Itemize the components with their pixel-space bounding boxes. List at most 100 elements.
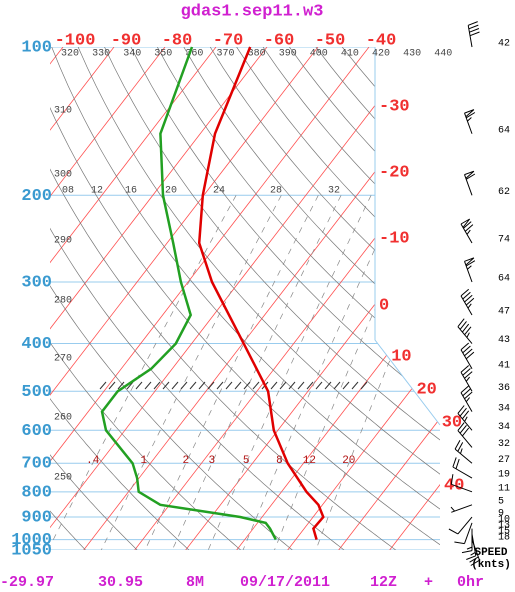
wind-speed-label: 11	[498, 483, 510, 494]
upper-label: 08	[62, 186, 74, 197]
mixing-ratio-line	[274, 195, 427, 550]
wind-barb	[452, 457, 473, 479]
pressure-label: 400	[21, 335, 52, 354]
temperature-label: -80	[162, 31, 193, 50]
footer-text: 8M	[186, 574, 204, 591]
wind-barb	[467, 21, 480, 48]
dry-adiabat	[156, 47, 440, 550]
upper-label: 20	[165, 186, 177, 197]
chart-title: gdas1.sep11.w3	[181, 2, 324, 21]
isotherm	[50, 47, 370, 550]
hatch	[135, 381, 143, 390]
temperature-label: -70	[213, 31, 244, 50]
hatch	[207, 381, 215, 390]
hatch	[333, 381, 341, 390]
theta-label: 420	[372, 49, 390, 60]
dry-adiabat	[50, 47, 293, 550]
footer-text: 0hr	[457, 574, 484, 591]
pressure-label: 200	[21, 187, 52, 206]
wind-barb	[457, 405, 473, 431]
wind-speed-label: 64	[498, 274, 510, 285]
theta-label: 330	[92, 49, 110, 60]
hatch	[270, 381, 278, 390]
pressure-label: 800	[21, 483, 52, 502]
isotherm	[299, 47, 440, 550]
mixing-ratio-line	[50, 195, 237, 550]
pressure-label: 1000	[11, 531, 52, 550]
hatch	[306, 381, 314, 390]
wind-barb	[464, 257, 476, 283]
hatch	[180, 381, 188, 390]
dry-adiabat	[341, 47, 440, 550]
pressure-label: 900	[21, 509, 52, 528]
wind-barb	[460, 385, 473, 412]
wind-barb	[454, 522, 473, 545]
hatch	[252, 381, 260, 390]
wind-unit: (knts)	[471, 559, 511, 571]
mixing-ratio-line	[242, 195, 401, 550]
pressure-label: 100	[21, 38, 52, 57]
isotherm	[50, 47, 217, 550]
dry-adiabat	[50, 47, 241, 550]
hatch	[360, 381, 368, 390]
mixing-ratio-label: 2	[183, 455, 190, 467]
wind-speed-label: 34	[498, 422, 510, 433]
mixing-ratio-line	[315, 195, 440, 550]
wind-barb	[457, 318, 473, 344]
wind-barb	[464, 170, 476, 196]
hatch	[279, 381, 287, 390]
hatch	[342, 381, 350, 390]
mixing-ratio-label: 1	[141, 455, 148, 467]
wind-speed-label: 19	[498, 470, 510, 481]
wind-speed-label: 34	[498, 403, 510, 414]
pressure-label: 500	[21, 383, 52, 402]
temperature-label: -90	[111, 31, 142, 50]
wind-speed-label: 18	[498, 533, 510, 544]
plot-area	[50, 47, 440, 550]
theta-label: 310	[54, 106, 72, 117]
hatch	[108, 381, 116, 390]
temperature-label: 0	[379, 296, 389, 315]
overlay: 10020030040050060070080090010001050-100-…	[0, 21, 511, 591]
wind-speed-label: 5	[498, 496, 504, 507]
hatch	[297, 381, 305, 390]
hatch	[243, 381, 251, 390]
wind-speed-label: 13	[498, 521, 510, 532]
hatch	[315, 381, 323, 390]
wind-barb	[464, 109, 476, 134]
upper-label: 28	[270, 186, 282, 197]
plot-boundary	[374, 47, 441, 426]
mixing-ratio-line	[144, 195, 319, 550]
wind-barb	[460, 342, 475, 369]
dry-adiabat	[183, 47, 440, 550]
upper-label: 32	[328, 186, 340, 197]
profile-line	[197, 46, 325, 540]
hatch	[162, 381, 170, 390]
dry-adiabat	[50, 47, 190, 550]
wind-speed-label: 43	[498, 335, 510, 346]
theta-label: 260	[54, 413, 72, 424]
isotherm	[146, 47, 440, 550]
isotherm	[350, 47, 440, 550]
dry-adiabat	[51, 47, 440, 550]
theta-label: 340	[123, 49, 141, 60]
hatch	[288, 381, 296, 390]
temperature-label: -10	[379, 229, 410, 248]
upper-label: 24	[213, 186, 225, 197]
temperature-label: -50	[315, 31, 346, 50]
dry-adiabat	[50, 47, 397, 550]
upper-label: 12	[91, 186, 103, 197]
wind-speed-label: 62	[498, 187, 510, 198]
hatch	[153, 381, 161, 390]
temperature-label: 20	[416, 380, 436, 399]
mixing-ratio-label: 3	[208, 455, 215, 467]
isotherm	[50, 47, 166, 550]
temperature-label: -40	[366, 31, 397, 50]
footer-text: 30.95	[98, 574, 143, 591]
wind-barb	[461, 528, 473, 554]
wind-speed-label: 64	[498, 125, 510, 136]
theta-label: 360	[185, 49, 203, 60]
theta-label: 410	[341, 49, 359, 60]
wind-speed-label: 27	[498, 455, 510, 466]
